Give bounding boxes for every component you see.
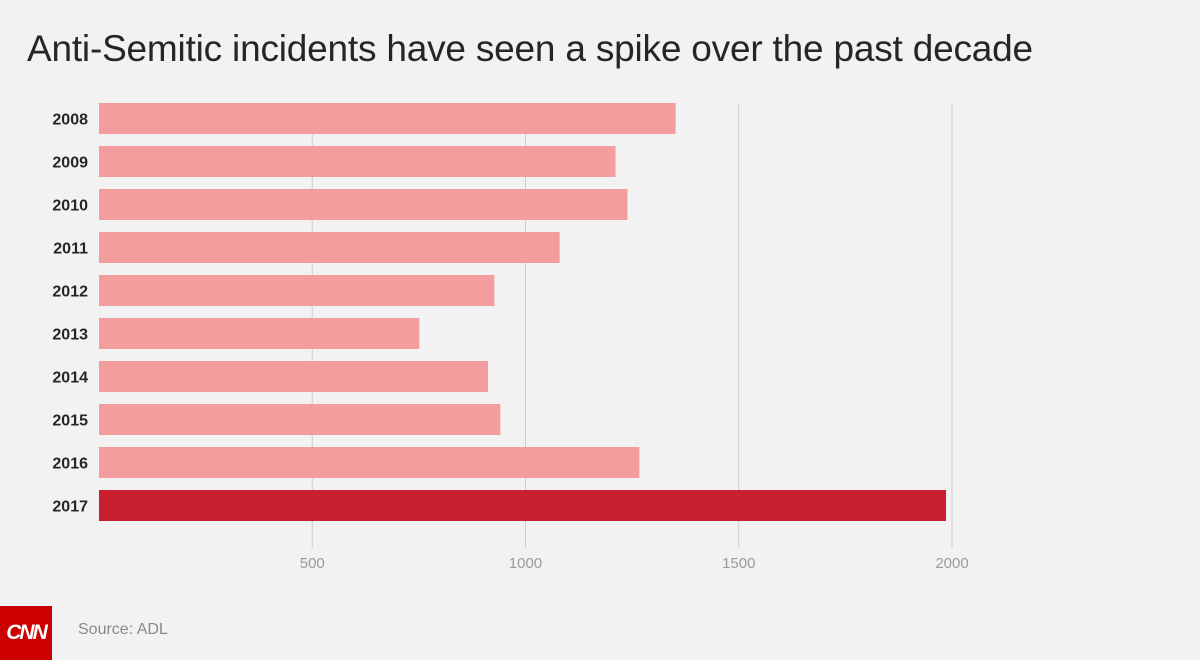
y-category-label: 2015 bbox=[52, 413, 88, 430]
y-category-label: 2017 bbox=[52, 499, 88, 516]
y-category-label: 2014 bbox=[52, 370, 88, 387]
x-tick-label: 500 bbox=[300, 555, 325, 572]
bar-2014 bbox=[99, 361, 488, 392]
bar-2009 bbox=[99, 146, 616, 177]
bar-2010 bbox=[99, 189, 628, 220]
bar-2016 bbox=[99, 447, 640, 478]
chart-title: Anti-Semitic incidents have seen a spike… bbox=[27, 28, 1033, 69]
y-category-label: 2010 bbox=[52, 198, 88, 215]
y-category-label: 2016 bbox=[52, 456, 88, 473]
x-tick-label: 1500 bbox=[722, 555, 755, 572]
x-tick-label: 2000 bbox=[935, 555, 968, 572]
bar-chart: 500 1000 1500 2000 2008 2009 2010 2011 2012 2013 2… bbox=[52, 103, 969, 572]
source-note: Source: ADL bbox=[78, 621, 168, 638]
bar-2017 bbox=[99, 490, 947, 521]
y-category-label: 2012 bbox=[52, 284, 88, 301]
y-category-label: 2008 bbox=[52, 112, 88, 129]
bar-2013 bbox=[99, 318, 420, 349]
cnn-logo-icon: CNN bbox=[0, 606, 52, 660]
x-tick-label: 1000 bbox=[509, 555, 542, 572]
bar-2015 bbox=[99, 404, 501, 435]
y-category-label: 2009 bbox=[52, 155, 88, 172]
bar-2011 bbox=[99, 232, 560, 263]
cnn-logo-text: CNN bbox=[6, 621, 48, 644]
bar-2012 bbox=[99, 275, 495, 306]
bar-2008 bbox=[99, 103, 676, 134]
y-category-label: 2013 bbox=[52, 327, 88, 344]
y-category-label: 2011 bbox=[53, 241, 88, 258]
